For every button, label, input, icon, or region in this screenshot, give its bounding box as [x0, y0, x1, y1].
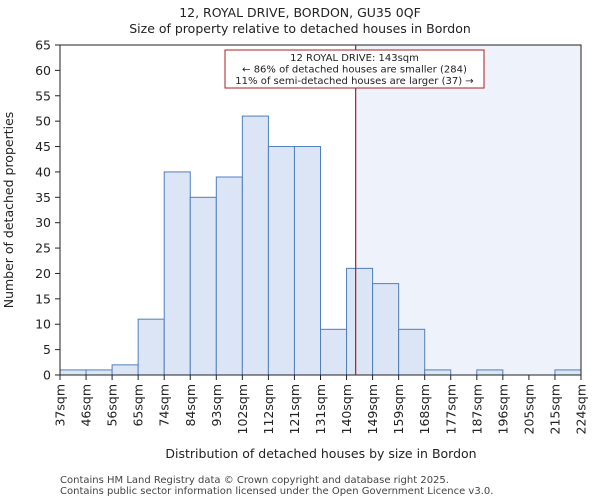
y-tick-label: 0 — [43, 368, 51, 383]
bar — [398, 328, 426, 376]
y-tick-label: 60 — [35, 63, 51, 78]
footer-line-1: Contains HM Land Registry data © Crown c… — [60, 475, 449, 486]
x-tick-label: 224sqm — [574, 384, 589, 434]
x-tick-label: 37sqm — [53, 384, 68, 427]
x-tick-label: 187sqm — [469, 384, 484, 434]
y-tick-label: 65 — [35, 38, 51, 53]
x-tick-label: 215sqm — [547, 384, 562, 434]
y-tick-label: 50 — [35, 114, 51, 129]
chart-subtitle: Size of property relative to detached ho… — [129, 21, 471, 36]
x-tick-label: 159sqm — [391, 384, 406, 434]
bar — [320, 328, 348, 376]
x-tick-label: 65sqm — [131, 384, 146, 427]
bar — [85, 369, 113, 376]
x-tick-label: 102sqm — [235, 384, 250, 434]
bar — [241, 115, 269, 376]
x-tick-label: 46sqm — [79, 384, 94, 427]
bar — [59, 369, 87, 376]
x-tick-label: 177sqm — [443, 384, 458, 434]
bar — [137, 318, 165, 376]
y-tick-label: 40 — [35, 164, 51, 179]
plot-area: 0 5 10 15 20 25 30 35 40 45 50 55 60 65 37sqm 46sqm 56sq… — [35, 38, 588, 435]
bar — [346, 267, 374, 376]
chart-title: 12, ROYAL DRIVE, BORDON, GU35 0QF — [179, 5, 421, 20]
x-tick-label: 140sqm — [339, 384, 354, 434]
bar — [215, 176, 243, 376]
y-tick-label: 45 — [35, 139, 51, 154]
bar — [163, 171, 191, 376]
bar — [111, 364, 139, 376]
x-tick-label: 168sqm — [417, 384, 432, 434]
bar — [267, 146, 295, 376]
y-tick-label: 25 — [35, 241, 51, 256]
bar — [372, 283, 400, 376]
x-tick-label: 205sqm — [521, 384, 536, 434]
bar — [293, 146, 322, 376]
annotation-box — [224, 49, 485, 89]
annotation-line: 11% of semi-detached houses are larger (… — [235, 76, 473, 87]
bar — [189, 196, 217, 376]
x-tick-label: 84sqm — [183, 384, 198, 427]
annotation-line: ← 86% of detached houses are smaller (28… — [242, 65, 467, 76]
bar — [424, 369, 452, 376]
y-tick-label: 5 — [43, 342, 51, 357]
x-tick-label: 196sqm — [495, 384, 510, 434]
y-tick-label: 55 — [35, 88, 51, 103]
y-tick-label: 30 — [35, 215, 51, 230]
y-tick-label: 35 — [35, 190, 51, 205]
bar — [554, 369, 582, 376]
y-tick-label: 20 — [35, 266, 51, 281]
annotation-line: 12 ROYAL DRIVE: 143sqm — [290, 53, 419, 64]
x-tick-label: 74sqm — [157, 384, 172, 427]
y-tick-label: 10 — [35, 317, 51, 332]
x-tick-label: 149sqm — [365, 384, 380, 434]
y-axis-label: Number of detached properties — [1, 112, 16, 309]
footer-line-2: Contains public sector information licen… — [60, 486, 493, 497]
bar — [476, 369, 504, 376]
x-tick-label: 112sqm — [261, 384, 276, 434]
x-tick-label: 121sqm — [287, 384, 302, 434]
x-tick-label: 56sqm — [105, 384, 120, 427]
x-tick-label: 93sqm — [209, 384, 224, 427]
x-axis-label: Distribution of detached houses by size … — [165, 446, 476, 461]
y-tick-label: 15 — [35, 291, 51, 306]
x-tick-label: 131sqm — [313, 384, 328, 434]
